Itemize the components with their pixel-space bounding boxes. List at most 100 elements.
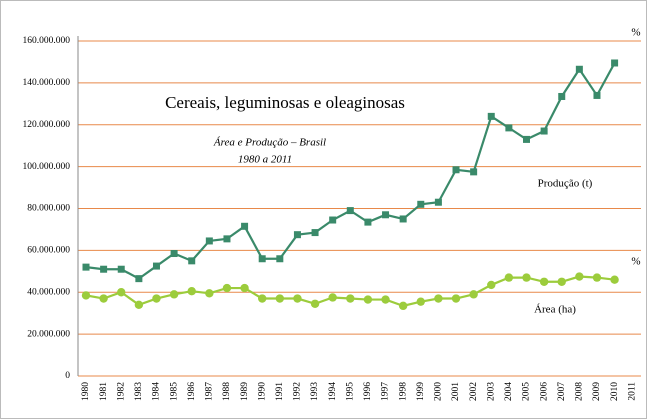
point [399,215,407,223]
point [575,65,583,73]
point [452,166,460,174]
point [540,127,548,135]
x-tick-label: 1994 [328,382,338,401]
x-tick-label: 1999 [416,382,426,401]
point [522,273,531,282]
point [82,263,90,271]
point [152,262,160,270]
point [170,250,178,258]
point [469,290,478,299]
x-tick-label: 2005 [522,382,532,401]
point [205,289,214,298]
point [276,255,284,263]
x-tick-label: 1986 [187,382,197,401]
point [382,211,390,219]
annotation: % [631,27,640,39]
x-tick-label: 1992 [293,382,303,401]
x-tick-label: 1987 [205,382,215,401]
point [346,294,355,303]
point [188,257,196,265]
point [434,198,442,206]
point [593,91,601,99]
point [575,272,584,281]
point [275,294,285,303]
point [487,112,495,120]
point [592,273,602,282]
x-tick-label: 1980 [81,382,91,401]
point [451,294,461,303]
x-tick-label: 1997 [381,382,391,401]
x-tick-label: 1998 [398,382,408,401]
point [610,275,619,284]
point [258,255,266,263]
x-tick-label: 1988 [222,382,232,401]
point [117,265,125,273]
x-tick-label: 2002 [469,382,479,401]
x-tick-label: 2009 [592,382,602,401]
y-tick-label: 60.000.000 [27,246,70,256]
point [311,229,319,237]
point [346,207,354,215]
point [99,294,108,303]
point [240,283,249,293]
point [416,297,425,306]
x-tick-label: 2000 [434,382,444,401]
point [363,295,373,304]
point [539,277,549,286]
point [293,294,302,303]
annotation: % [631,256,640,268]
y-tick-label: 140.000.000 [23,78,71,88]
x-tick-label: 1989 [240,382,250,401]
point [100,265,108,273]
x-tick-label: 2011 [627,382,637,401]
point [523,135,530,143]
point [310,299,320,308]
point [504,273,514,282]
x-tick-label: 2003 [486,382,496,401]
point [258,294,267,303]
point [222,283,232,293]
point [434,294,443,303]
chart-subtitle: Área e Produção – Brasil [213,137,326,149]
x-tick-label: 2007 [557,382,567,401]
x-tick-label: 2008 [575,382,585,401]
x-tick-label: 1984 [152,382,162,401]
x-tick-label: 1991 [275,382,285,401]
point [134,300,144,310]
point [329,216,337,224]
point [381,295,390,304]
y-tick-label: 20.000.000 [27,329,70,339]
point [398,301,408,311]
y-tick-label: 0 [65,371,70,381]
x-tick-label: 2006 [539,382,549,401]
point [417,200,425,208]
point [470,168,478,176]
point [117,288,126,297]
x-tick-label: 2010 [610,382,620,401]
x-tick-label: 1995 [345,382,355,401]
x-tick-label: 1993 [310,382,320,401]
point [205,237,213,245]
point [611,59,619,67]
y-tick-label: 160.000.000 [23,36,71,46]
point [135,275,143,283]
y-tick-label: 100.000.000 [23,162,71,172]
x-tick-label: 2001 [451,382,461,401]
series-label: Área (ha) [534,304,576,316]
chart-title: Cereais, leguminosas e oleaginosas [165,93,405,112]
x-tick-label: 1981 [99,382,109,401]
x-tick-label: 1990 [257,382,267,401]
point [364,218,372,226]
series-label: Produção (t) [538,178,593,190]
point [223,235,231,243]
chart-period: 1980 a 2011 [238,154,292,166]
x-tick-label: 1996 [363,382,373,401]
y-tick-label: 40.000.000 [27,287,70,297]
x-tick-label: 2004 [504,382,514,401]
point [81,291,91,300]
x-tick-label: 1982 [116,382,126,401]
point [557,277,566,286]
